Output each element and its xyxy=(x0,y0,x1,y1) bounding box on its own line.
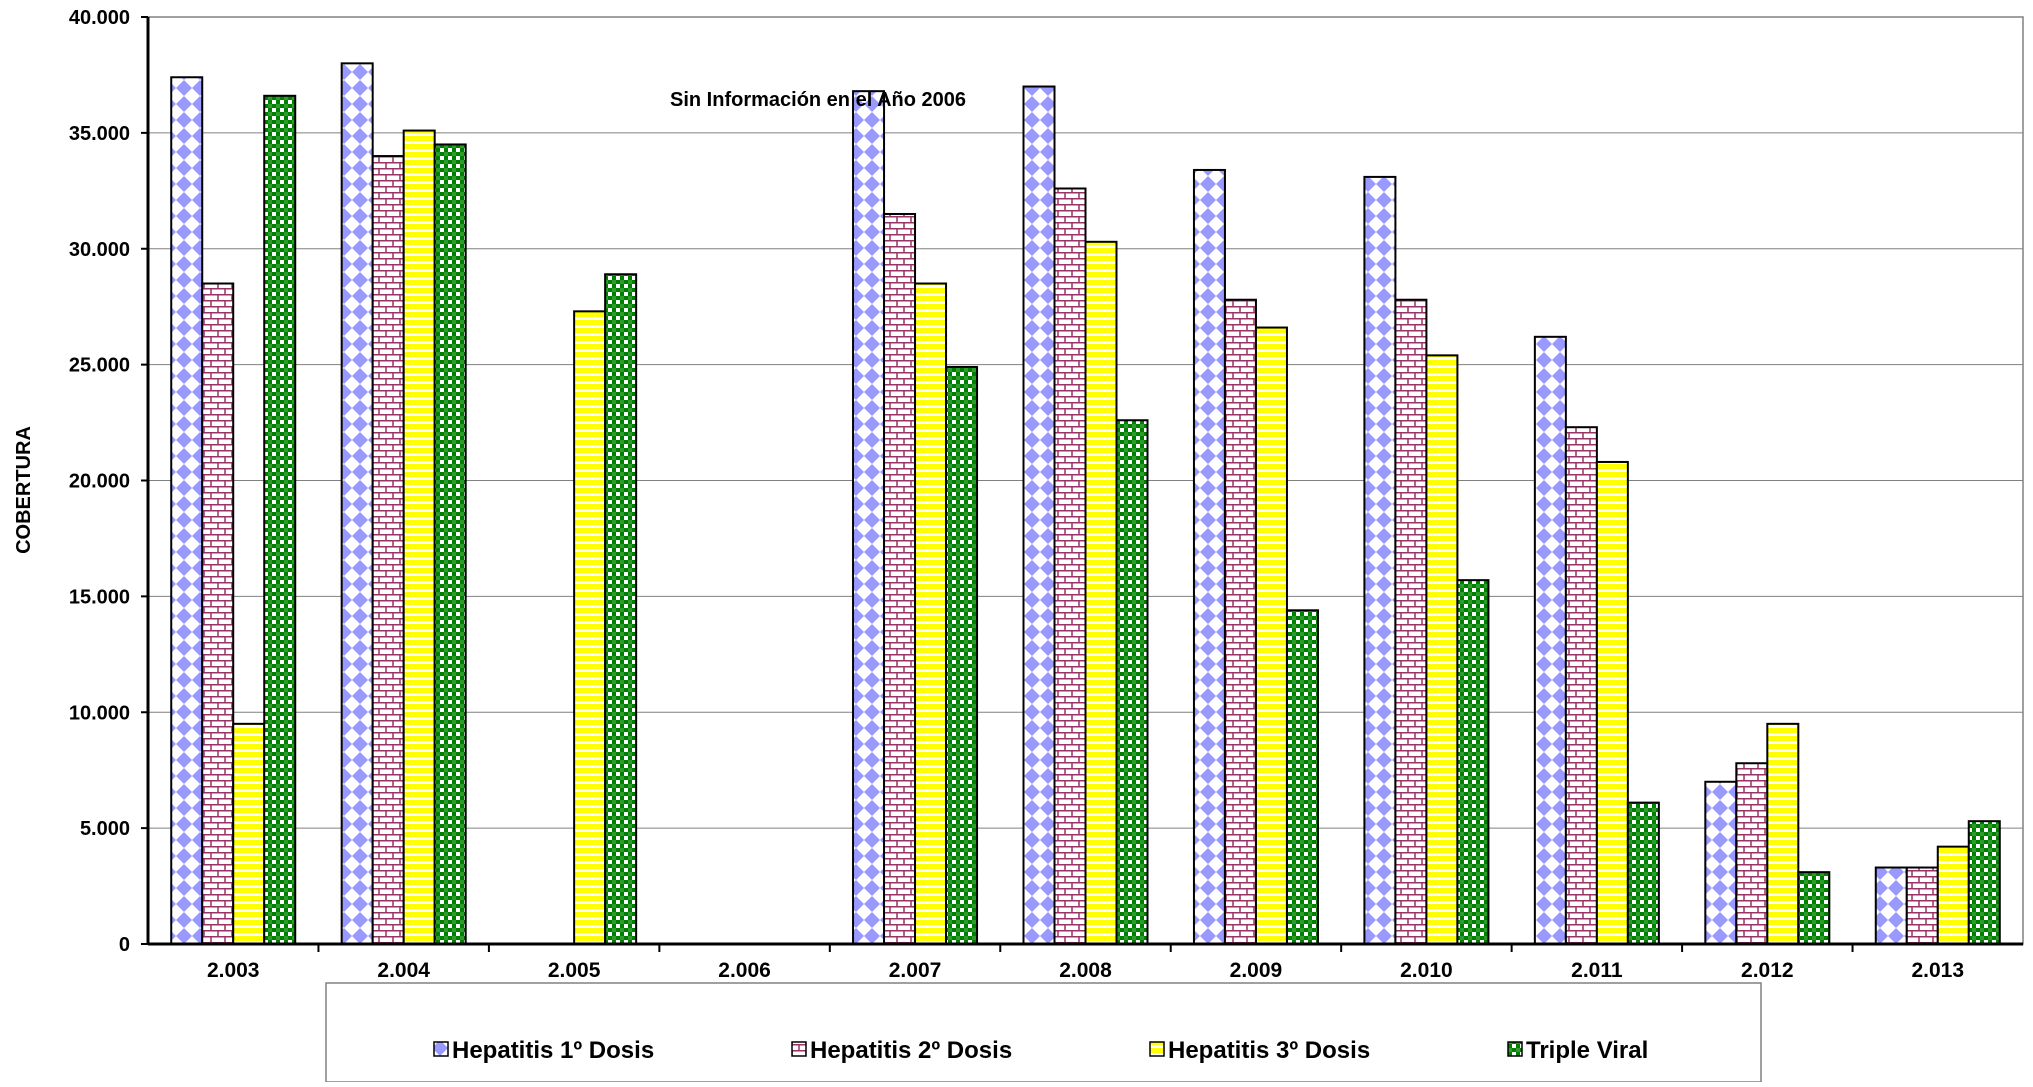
bar-diamond-6 xyxy=(1192,168,1226,945)
bar-diamond-7 xyxy=(1363,175,1397,946)
bar-check-2 xyxy=(604,273,638,945)
x-tick-label: 2.008 xyxy=(1059,959,1112,982)
legend-label: Triple Viral xyxy=(1526,1037,1648,1064)
legend-swatch xyxy=(433,1041,449,1057)
bar-check-10 xyxy=(1967,820,2001,945)
bar-hstripe-9 xyxy=(1766,722,1800,946)
x-tick-label: 2.011 xyxy=(1571,959,1623,982)
legend-box xyxy=(325,982,1762,1083)
x-tick-label: 2.007 xyxy=(889,959,942,982)
y-tick-label: 5.000 xyxy=(80,818,130,840)
x-tick-label: 2.005 xyxy=(548,959,601,982)
bar-diamond-0 xyxy=(170,76,204,945)
bar-check-6 xyxy=(1285,609,1319,946)
y-tick-label: 20.000 xyxy=(69,471,130,493)
bar-brick-6 xyxy=(1223,298,1257,945)
bar-hstripe-6 xyxy=(1254,326,1288,946)
y-tick-label: 30.000 xyxy=(69,239,130,261)
bar-hstripe-10 xyxy=(1936,845,1970,945)
bar-diamond-8 xyxy=(1533,335,1567,945)
y-tick-labels: 0 5.000 10.000 15.000 20.000 25.000 30.000 35.0… xyxy=(69,7,130,956)
legend-label: Hepatitis 1º Dosis xyxy=(452,1037,654,1064)
y-axis-title: COBERTURA xyxy=(13,426,35,554)
bar-check-1 xyxy=(433,143,467,945)
bar-hstripe-7 xyxy=(1425,354,1459,946)
legend-swatch xyxy=(1149,1041,1165,1057)
y-tick-label: 40.000 xyxy=(69,7,130,29)
bar-diamond-5 xyxy=(1022,85,1056,945)
x-tick-label: 2.009 xyxy=(1230,959,1283,982)
bar-diamond-10 xyxy=(1874,866,1908,946)
legend-label: Hepatitis 2º Dosis xyxy=(810,1037,1012,1064)
bar-check-5 xyxy=(1115,419,1149,945)
y-tick-label: 35.000 xyxy=(69,123,130,145)
bar-diamond-9 xyxy=(1704,780,1738,946)
bar-brick-8 xyxy=(1564,426,1598,945)
y-tick-label: 0 xyxy=(119,934,130,956)
y-tick-label: 15.000 xyxy=(69,586,130,608)
x-tick-labels: 2.003 2.004 2.005 2.006 2.007 2.008 2.009 2.010… xyxy=(207,959,1964,982)
legend-swatch xyxy=(1507,1041,1523,1057)
bar-brick-1 xyxy=(371,155,405,946)
bar-brick-7 xyxy=(1394,298,1428,945)
bar-brick-5 xyxy=(1053,187,1087,945)
bars xyxy=(170,62,2001,946)
legend-label: Hepatitis 3º Dosis xyxy=(1168,1037,1370,1064)
bar-check-9 xyxy=(1797,871,1831,945)
bar-hstripe-1 xyxy=(402,129,436,945)
x-tick-label: 2.013 xyxy=(1911,959,1964,982)
x-tick-label: 2.006 xyxy=(718,959,771,982)
bar-brick-4 xyxy=(883,212,917,946)
bar-diamond-1 xyxy=(340,62,374,946)
bar-hstripe-8 xyxy=(1595,460,1629,945)
bar-brick-10 xyxy=(1905,866,1939,946)
bar-hstripe-5 xyxy=(1084,240,1118,946)
bar-hstripe-4 xyxy=(914,282,948,945)
bar-brick-0 xyxy=(201,282,235,945)
y-tick-label: 25.000 xyxy=(69,355,130,377)
legend-swatch xyxy=(791,1041,807,1057)
legend: Hepatitis 1º Dosis Hepatitis 2º Dosis Hepa… xyxy=(325,982,1762,1083)
y-tick-label: 10.000 xyxy=(69,702,130,724)
x-tick-label: 2.003 xyxy=(207,959,260,982)
bar-check-0 xyxy=(263,94,297,946)
x-tick-label: 2.004 xyxy=(377,959,430,982)
x-tick-label: 2.010 xyxy=(1400,959,1453,982)
bar-check-7 xyxy=(1456,579,1490,946)
bar-check-8 xyxy=(1626,801,1660,945)
annotation-no-info-2006: Sin Información en el Año 2006 xyxy=(670,89,966,111)
bar-brick-9 xyxy=(1735,762,1769,945)
bar-check-4 xyxy=(945,365,979,945)
bar-diamond-4 xyxy=(852,90,886,946)
axes xyxy=(141,16,2023,952)
x-tick-label: 2.012 xyxy=(1741,959,1794,982)
bar-hstripe-0 xyxy=(232,722,266,946)
bar-hstripe-2 xyxy=(573,310,607,945)
